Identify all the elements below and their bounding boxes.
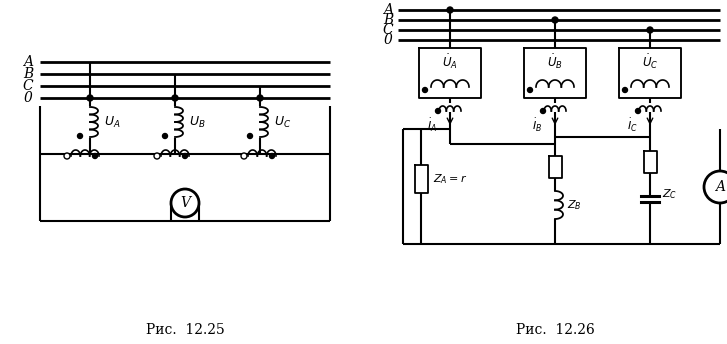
Circle shape xyxy=(647,27,653,33)
Circle shape xyxy=(635,108,640,114)
Text: $\dot{U}_C$: $\dot{U}_C$ xyxy=(642,53,658,71)
Text: $Z_B$: $Z_B$ xyxy=(567,198,582,212)
Text: C: C xyxy=(382,23,393,37)
Text: $U_A$: $U_A$ xyxy=(104,115,121,130)
Circle shape xyxy=(247,133,252,139)
Text: 0: 0 xyxy=(23,91,33,105)
Circle shape xyxy=(528,87,532,93)
Circle shape xyxy=(540,108,545,114)
Circle shape xyxy=(270,153,275,159)
Circle shape xyxy=(435,108,441,114)
Circle shape xyxy=(154,153,160,159)
Circle shape xyxy=(241,153,247,159)
Text: $Z_A=r$: $Z_A=r$ xyxy=(433,172,467,186)
Circle shape xyxy=(78,133,82,139)
Circle shape xyxy=(163,133,167,139)
Circle shape xyxy=(622,87,627,93)
Text: Рис.  12.25: Рис. 12.25 xyxy=(145,323,225,337)
Text: $U_C$: $U_C$ xyxy=(274,115,292,130)
Circle shape xyxy=(64,153,70,159)
Text: $\dot{U}_A$: $\dot{U}_A$ xyxy=(442,53,458,71)
Text: B: B xyxy=(383,13,393,27)
Circle shape xyxy=(422,87,427,93)
Circle shape xyxy=(171,189,199,217)
Circle shape xyxy=(92,153,97,159)
Text: A: A xyxy=(23,55,33,69)
Circle shape xyxy=(182,153,188,159)
Text: $\dot{I}_C$: $\dot{I}_C$ xyxy=(627,117,638,133)
Text: $\dot{I}_A$: $\dot{I}_A$ xyxy=(427,117,437,133)
Circle shape xyxy=(552,17,558,23)
Text: 0: 0 xyxy=(384,33,393,47)
Circle shape xyxy=(87,95,93,101)
Text: B: B xyxy=(23,67,33,81)
Text: A: A xyxy=(715,180,725,194)
Text: $U_B$: $U_B$ xyxy=(189,115,206,130)
Circle shape xyxy=(257,95,263,101)
Text: V: V xyxy=(180,196,190,210)
Circle shape xyxy=(172,95,178,101)
Text: C: C xyxy=(23,79,33,93)
Circle shape xyxy=(447,7,453,13)
Text: $Z_C$: $Z_C$ xyxy=(662,187,678,201)
Text: $\dot{U}_B$: $\dot{U}_B$ xyxy=(547,53,563,71)
Circle shape xyxy=(704,171,727,203)
Text: Рис.  12.26: Рис. 12.26 xyxy=(515,323,595,337)
Text: $\dot{I}_B$: $\dot{I}_B$ xyxy=(532,117,542,133)
Text: A: A xyxy=(383,3,393,17)
